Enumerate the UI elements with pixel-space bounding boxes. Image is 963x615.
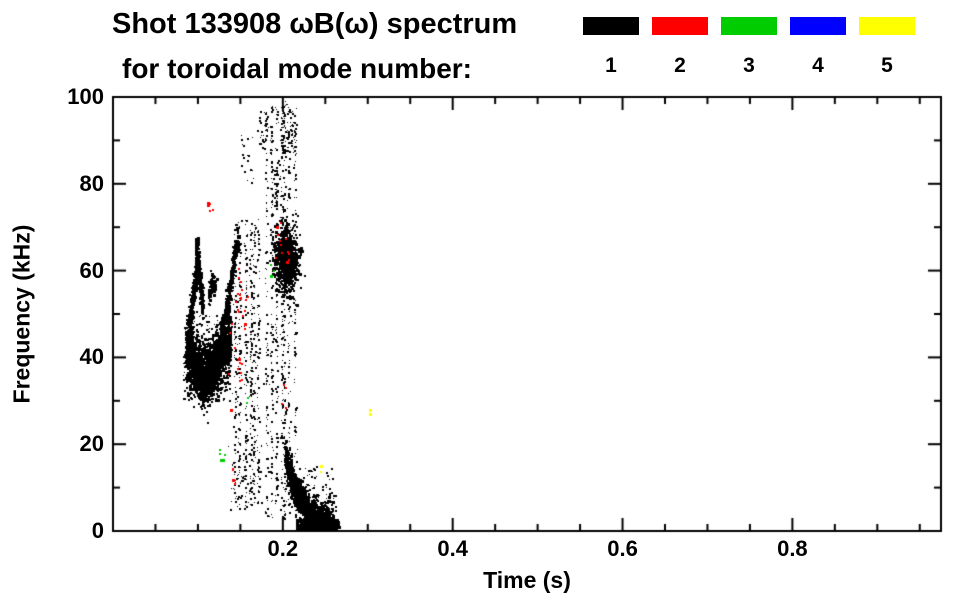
legend-swatch-mode-4 xyxy=(790,17,846,35)
legend-mode-label-1: 1 xyxy=(605,54,617,77)
chart-title: Shot 133908 ωB(ω) spectrum xyxy=(112,8,518,40)
y-axis-label: Frequency (kHz) xyxy=(8,224,35,404)
legend-swatches xyxy=(583,17,915,35)
legend-swatch-mode-3 xyxy=(721,17,777,35)
y-tick-label: 40 xyxy=(79,344,104,370)
y-tick-label: 60 xyxy=(79,257,104,283)
y-tick-label: 100 xyxy=(67,84,104,109)
legend-swatch-mode-2 xyxy=(652,17,708,35)
legend-swatch-mode-1 xyxy=(583,17,639,35)
legend-mode-label-4: 4 xyxy=(812,54,824,77)
x-tick-label: 0.2 xyxy=(267,536,299,561)
x-tick-label: 0.6 xyxy=(607,536,638,561)
y-tick-label: 0 xyxy=(91,518,104,543)
chart-subtitle: for toroidal mode number: xyxy=(122,53,472,84)
x-tick-label: 0.4 xyxy=(437,536,468,561)
y-tick-label: 20 xyxy=(79,431,104,457)
x-axis-label: Time (s) xyxy=(483,567,571,593)
legend-mode-numbers: 1 2 3 4 5 xyxy=(583,54,915,78)
legend-swatch-mode-5 xyxy=(859,17,915,35)
legend-mode-label-2: 2 xyxy=(674,54,686,77)
legend-mode-label-5: 5 xyxy=(881,54,893,77)
y-tick-label: 80 xyxy=(79,170,104,196)
x-tick-label: 0.8 xyxy=(777,536,808,561)
legend-mode-label-3: 3 xyxy=(743,54,755,77)
